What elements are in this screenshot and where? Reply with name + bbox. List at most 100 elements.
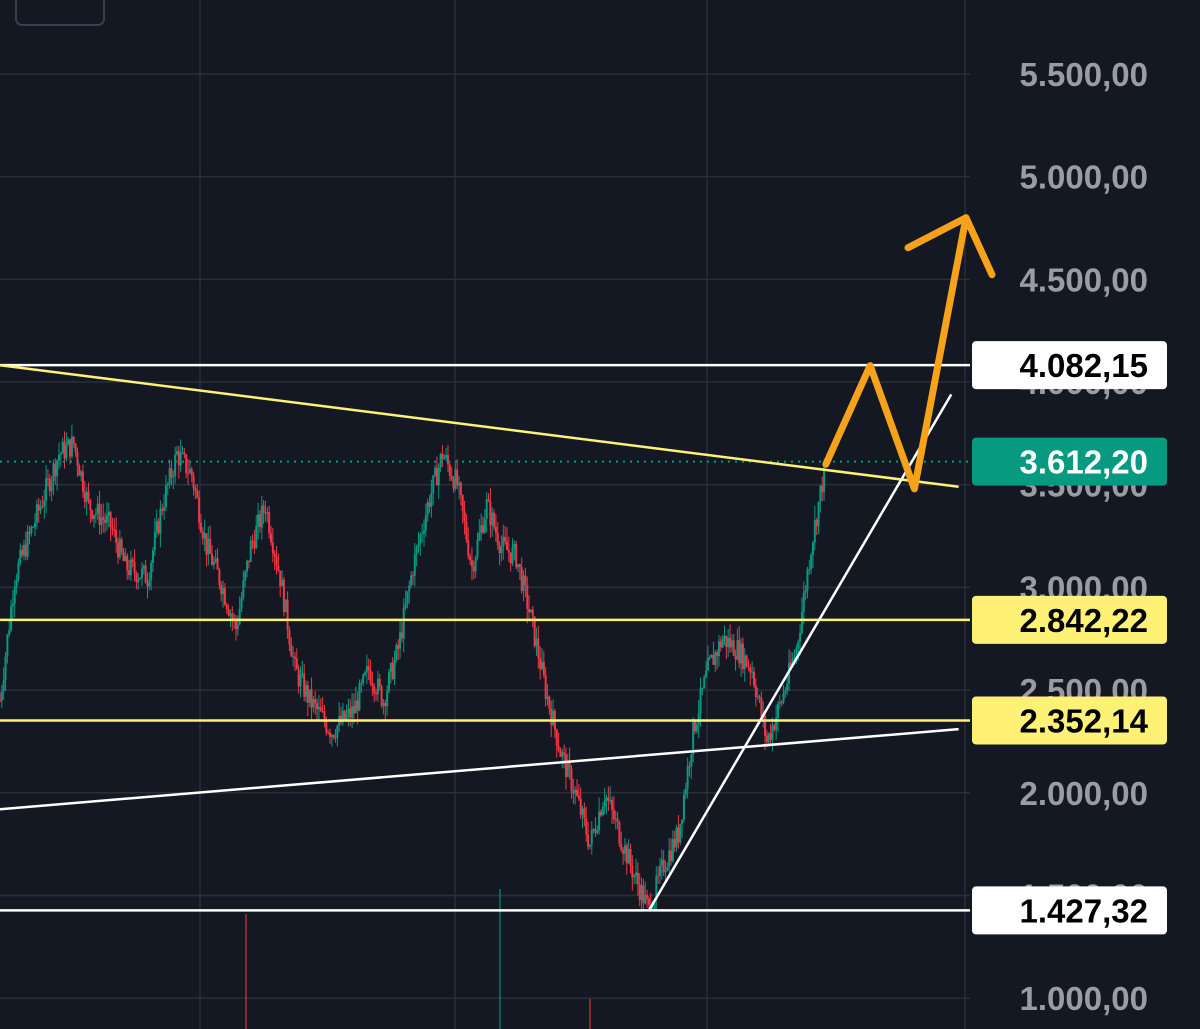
candle-body xyxy=(155,521,158,532)
candle-body xyxy=(658,865,661,876)
toolbar-button[interactable] xyxy=(15,0,105,26)
price-level-label: 2.842,22 xyxy=(1020,602,1148,639)
candle-body xyxy=(183,452,186,455)
candle-body xyxy=(159,508,162,534)
candle-body xyxy=(587,834,590,847)
candle-body xyxy=(157,521,160,534)
candle-body xyxy=(258,514,261,528)
candle-body xyxy=(135,573,138,583)
candle-body xyxy=(719,641,722,648)
candle-body xyxy=(806,569,809,591)
candle-body xyxy=(406,591,409,604)
candle-body xyxy=(576,789,579,796)
candle-body xyxy=(653,900,656,910)
candles xyxy=(0,424,827,1029)
candle-body xyxy=(46,478,49,480)
candle-body xyxy=(43,500,46,507)
candle-body xyxy=(223,588,226,605)
candle-body xyxy=(570,768,573,792)
candle-body xyxy=(164,485,167,508)
candle-body xyxy=(109,512,112,528)
candle-body xyxy=(67,439,70,445)
candle-body xyxy=(517,564,520,568)
candle-body xyxy=(756,696,759,698)
candle-body xyxy=(695,724,698,732)
candle-body xyxy=(21,549,24,556)
trendline-long-support[interactable] xyxy=(0,727,959,811)
candle-body xyxy=(389,663,392,672)
trendline-steep-support[interactable] xyxy=(647,393,953,912)
candle-body xyxy=(417,543,420,547)
candle-body xyxy=(240,597,243,609)
candle-body xyxy=(609,800,612,802)
candle-body xyxy=(539,657,542,670)
candle-body xyxy=(561,752,564,757)
candle-body xyxy=(8,629,11,635)
candle-body xyxy=(222,588,225,595)
candle-body xyxy=(793,656,796,660)
candle-body xyxy=(137,579,140,583)
candle-body xyxy=(749,667,752,673)
candle-body xyxy=(192,475,195,489)
candle-body xyxy=(823,461,826,493)
candle-body xyxy=(410,575,413,586)
candle-body xyxy=(201,531,204,539)
candle-body xyxy=(769,733,772,740)
candle-body xyxy=(598,811,601,831)
candle-body xyxy=(559,750,562,757)
candle-body xyxy=(146,583,149,587)
candle-body xyxy=(57,454,60,461)
candle-body xyxy=(268,512,271,534)
y-tick-label: 5.500,00 xyxy=(1020,56,1148,93)
candle-body xyxy=(524,575,527,586)
candle-body xyxy=(701,687,704,689)
projection-arrow-path[interactable] xyxy=(822,214,970,493)
candle-body xyxy=(483,518,486,533)
candle-body xyxy=(736,640,739,660)
candle-body xyxy=(472,566,475,572)
candle-body xyxy=(126,555,129,571)
candle-body xyxy=(279,570,282,587)
candle-body xyxy=(738,640,741,664)
candle-body xyxy=(423,530,426,534)
candle-body xyxy=(378,678,381,687)
candle-body xyxy=(764,715,767,736)
candle-body xyxy=(185,454,188,474)
candle-body xyxy=(714,652,717,665)
candle-body xyxy=(306,685,309,703)
candle-body xyxy=(504,536,507,542)
candle-body xyxy=(30,527,33,534)
candle-body xyxy=(727,638,730,648)
candle-body xyxy=(128,570,131,576)
trendline-descending-resistance[interactable] xyxy=(0,363,959,489)
candle-body xyxy=(603,800,606,807)
candle-body xyxy=(789,662,792,667)
candle-body xyxy=(564,754,567,777)
candle-body xyxy=(622,850,625,854)
candle-body xyxy=(706,657,709,671)
candle-body xyxy=(273,553,276,557)
candle-body xyxy=(310,689,313,708)
candle-body xyxy=(780,701,783,703)
candle-body xyxy=(115,529,118,543)
candle-body xyxy=(11,603,14,607)
candle-body xyxy=(784,690,787,694)
candle-body xyxy=(207,538,210,555)
candle-body xyxy=(70,436,73,457)
candle-body xyxy=(441,454,444,460)
candle-body xyxy=(463,511,466,522)
drawings[interactable] xyxy=(0,214,996,912)
candle-body xyxy=(231,613,234,619)
candle-body xyxy=(404,603,407,608)
candle-body xyxy=(426,502,429,516)
candle-body xyxy=(747,666,750,668)
candle-body xyxy=(148,579,151,587)
candle-body xyxy=(10,606,13,630)
candle-body xyxy=(498,544,501,554)
candle-body xyxy=(804,590,807,593)
candle-body xyxy=(131,559,134,563)
candle-body xyxy=(91,510,94,519)
candle-body xyxy=(574,789,577,794)
